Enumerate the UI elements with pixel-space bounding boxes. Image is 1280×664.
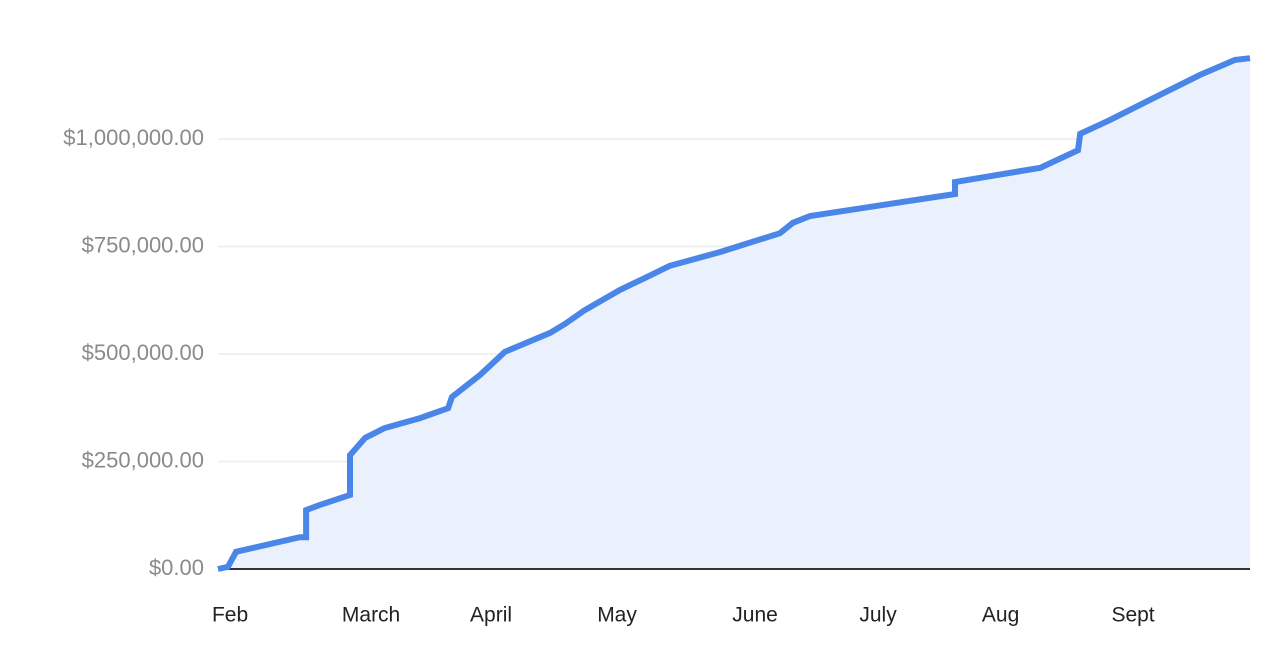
x-tick-label: May (597, 604, 637, 627)
x-tick-label: Aug (982, 604, 1019, 627)
x-tick-label: July (859, 604, 897, 627)
x-tick-label: April (470, 604, 512, 627)
line (217, 55, 1251, 572)
y-tick-label: $500,000.00 (82, 340, 204, 365)
x-tick-label: Sept (1111, 604, 1154, 627)
x-tick-label: March (342, 604, 400, 627)
y-tick-label: $250,000.00 (82, 447, 204, 472)
y-tick-label: $750,000.00 (82, 232, 204, 257)
x-tick-label: Feb (212, 604, 248, 627)
area-fill (218, 58, 1250, 569)
y-tick-label: $1,000,000.00 (63, 125, 204, 150)
x-tick-label: June (732, 604, 778, 627)
y-tick-label: $0.00 (149, 555, 204, 580)
